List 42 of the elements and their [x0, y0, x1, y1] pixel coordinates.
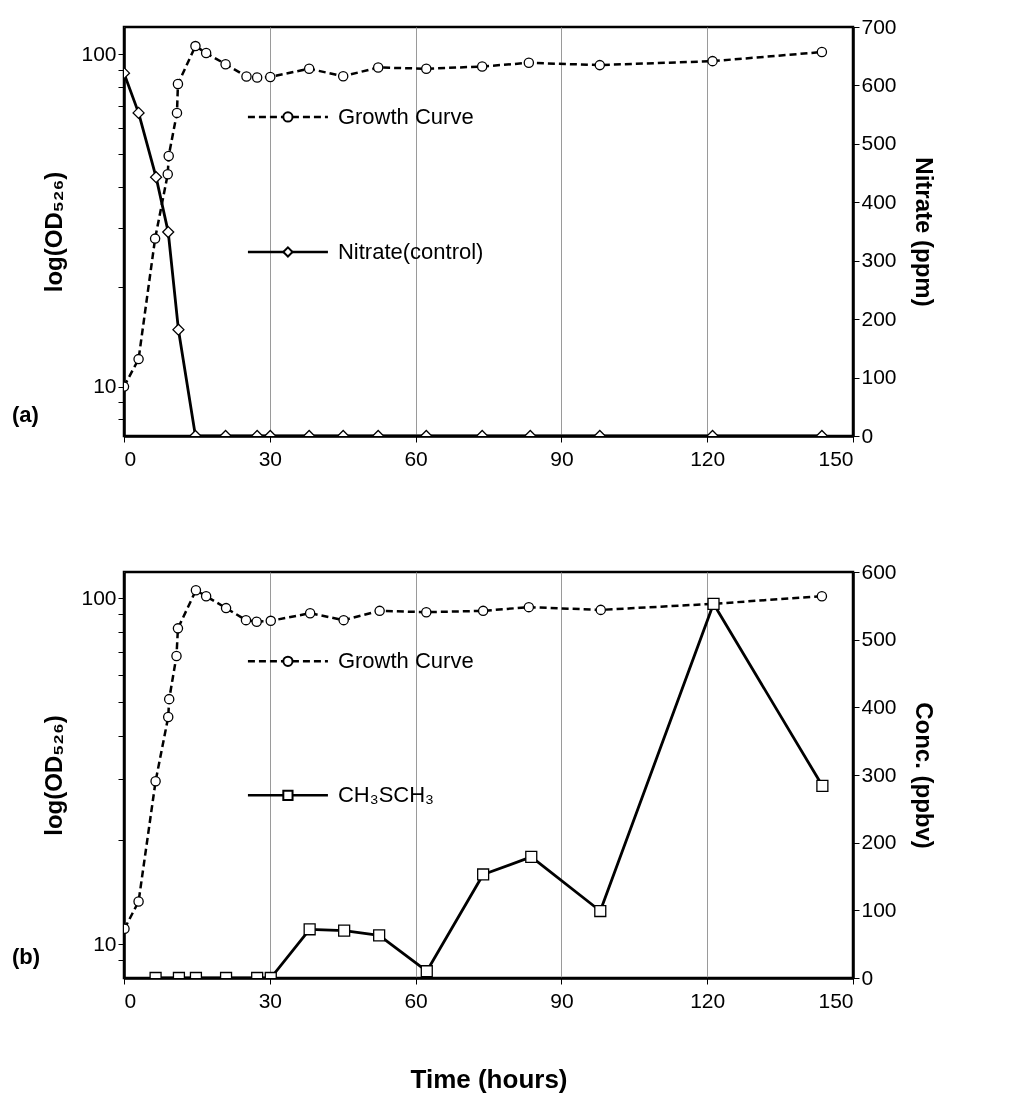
x-tick-label: 150	[818, 446, 854, 470]
y-tick-label: 10	[93, 931, 117, 955]
x-tick-label: 60	[404, 446, 428, 470]
x-tick-label: 90	[550, 988, 574, 1012]
y2-tick-label: 400	[861, 189, 897, 213]
legend-label: Nitrate(control)	[337, 238, 484, 264]
y2-tick-label: 100	[861, 365, 897, 389]
x-tick-label: 60	[404, 988, 428, 1012]
y2-tick-label: 600	[861, 559, 897, 583]
y2-tick-label: 300	[861, 248, 897, 272]
x-tick-label: 120	[690, 988, 726, 1012]
x-axis-title: Time (hours)	[410, 1063, 568, 1094]
y-tick-label: 100	[81, 585, 117, 609]
y2-tick-label: 300	[861, 762, 897, 786]
x-tick-label: 90	[550, 446, 574, 470]
x-tick-label: 0	[124, 446, 137, 470]
text: (b)	[12, 944, 41, 969]
y2-tick-label: 200	[861, 306, 897, 330]
text: (a)	[12, 402, 39, 427]
y2-tick-label: 0	[861, 423, 874, 447]
y-tick-label: 10	[93, 374, 117, 398]
y-axis-title: log(OD₅₂₆)	[40, 715, 68, 836]
legend-label: CH₃SCH₃	[337, 782, 435, 808]
x-tick-label: 0	[124, 988, 137, 1012]
legend-label: Growth Curve	[337, 103, 474, 129]
y2-tick-label: 0	[861, 965, 874, 989]
y2-axis-title: Conc. (ppbv)	[910, 702, 938, 849]
y2-tick-label: 500	[861, 131, 897, 155]
x-tick-label: 120	[690, 446, 726, 470]
y-tick-label: 100	[81, 41, 117, 65]
y2-axis-title: Nitrate (ppm)	[910, 157, 938, 307]
x-tick-label: 30	[258, 988, 282, 1012]
y2-tick-label: 700	[861, 14, 897, 38]
legend-label: Growth Curve	[337, 648, 474, 674]
y2-tick-label: 500	[861, 627, 897, 651]
y2-tick-label: 100	[861, 897, 897, 921]
y2-tick-label: 200	[861, 830, 897, 854]
y-axis-title: log(OD₅₂₆)	[40, 171, 68, 293]
x-tick-label: 30	[258, 446, 282, 470]
y2-tick-label: 600	[861, 72, 897, 96]
x-tick-label: 150	[818, 988, 854, 1012]
y2-tick-label: 400	[861, 694, 897, 718]
